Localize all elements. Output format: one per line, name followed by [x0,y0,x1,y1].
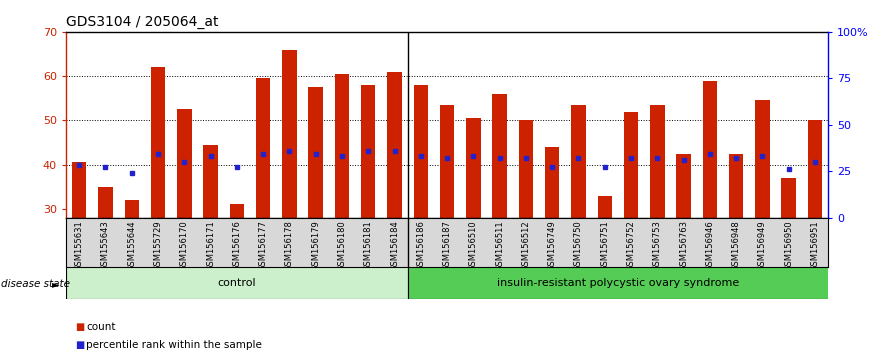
Text: GSM156179: GSM156179 [311,220,320,271]
Bar [151,67,166,342]
Bar [597,195,612,342]
Bar [781,178,796,342]
Text: GSM156510: GSM156510 [469,220,478,271]
Text: GSM156177: GSM156177 [259,220,268,271]
Text: GSM156187: GSM156187 [442,220,452,271]
Text: GSM156171: GSM156171 [206,220,215,271]
Text: GSM156178: GSM156178 [285,220,294,271]
Text: GSM156181: GSM156181 [364,220,373,271]
Text: GDS3104 / 205064_at: GDS3104 / 205064_at [66,16,218,29]
Bar [755,101,770,342]
Text: GSM156184: GSM156184 [390,220,399,271]
Text: GSM156949: GSM156949 [758,220,767,271]
Text: GSM156752: GSM156752 [626,220,635,271]
Bar [204,145,218,342]
Text: GSM156751: GSM156751 [600,220,610,271]
Text: percentile rank within the sample: percentile rank within the sample [86,340,263,350]
Bar [492,94,507,342]
Bar [466,118,481,342]
Text: GSM155644: GSM155644 [127,220,137,271]
Bar [729,154,744,342]
Text: GSM156186: GSM156186 [417,220,426,271]
Text: GSM156946: GSM156946 [706,220,714,271]
Text: count: count [86,322,115,332]
Text: GSM156753: GSM156753 [653,220,662,271]
Bar [256,78,270,342]
Text: ►: ► [51,279,59,289]
Bar [677,154,691,342]
Text: GSM156950: GSM156950 [784,220,793,271]
Text: disease state: disease state [1,279,70,289]
Text: GSM156176: GSM156176 [233,220,241,271]
Bar [519,120,533,342]
Text: GSM155643: GSM155643 [101,220,110,271]
Bar [230,205,244,342]
Bar [335,74,349,342]
Text: GSM156512: GSM156512 [522,220,530,271]
Text: GSM155631: GSM155631 [75,220,84,271]
Text: GSM156180: GSM156180 [337,220,346,271]
Bar [308,87,323,342]
FancyBboxPatch shape [408,267,841,299]
Bar [388,72,402,342]
Bar [361,85,375,342]
Text: ■: ■ [75,340,84,350]
Bar [413,85,428,342]
Text: control: control [218,278,256,288]
Text: GSM156749: GSM156749 [548,220,557,271]
Text: GSM156951: GSM156951 [811,220,819,271]
Bar [99,187,113,342]
Bar [124,200,139,342]
Bar [72,162,86,342]
Bar [650,105,664,342]
Text: insulin-resistant polycystic ovary syndrome: insulin-resistant polycystic ovary syndr… [497,278,739,288]
Text: GSM156948: GSM156948 [731,220,741,271]
Bar [624,112,638,342]
Text: ■: ■ [75,322,84,332]
Bar [571,105,586,342]
Bar [177,109,191,342]
Text: GSM156750: GSM156750 [574,220,583,271]
Bar [545,147,559,342]
Text: GSM156170: GSM156170 [180,220,189,271]
Bar [440,105,455,342]
Bar [808,120,822,342]
Bar [282,50,297,342]
FancyBboxPatch shape [66,267,408,299]
Text: GSM156763: GSM156763 [679,220,688,271]
Bar [703,81,717,342]
Text: GSM156511: GSM156511 [495,220,504,271]
Text: GSM155729: GSM155729 [153,220,163,271]
